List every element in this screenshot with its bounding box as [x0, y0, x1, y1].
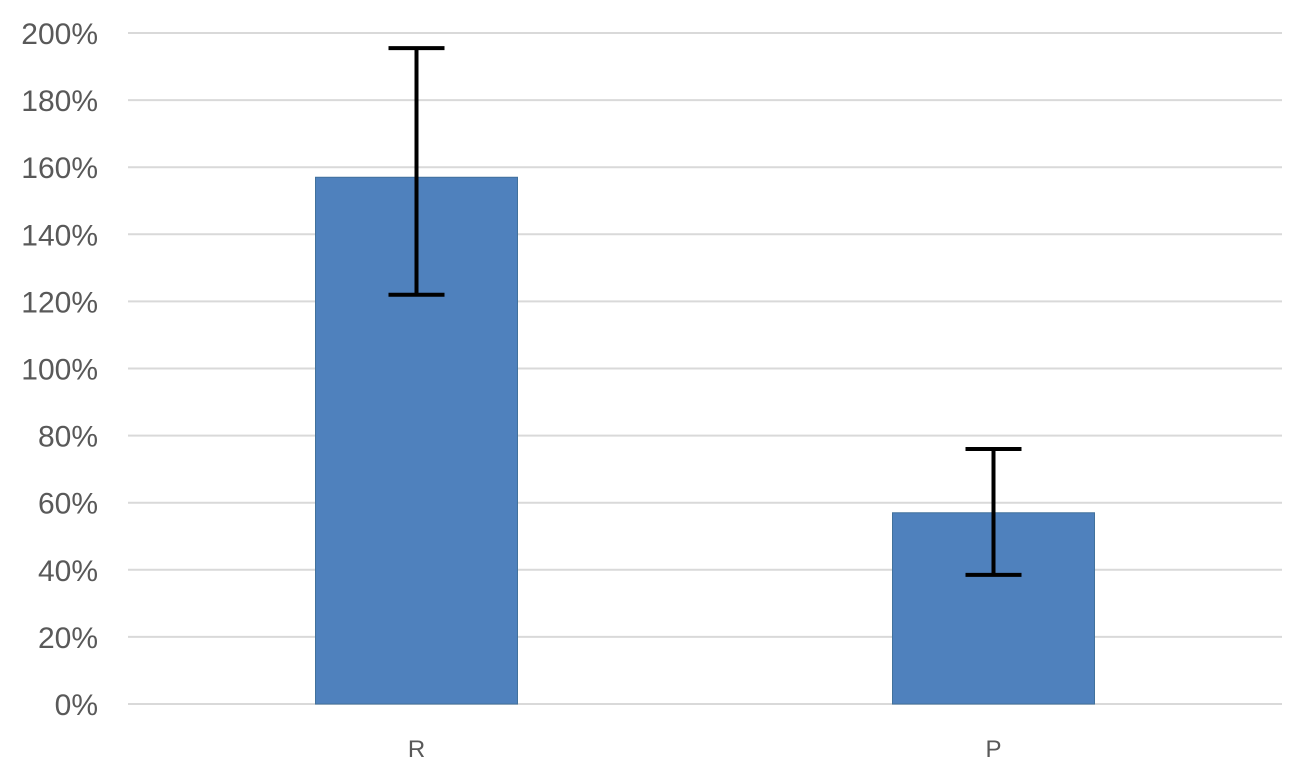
y-tick-label: 200%	[21, 18, 98, 51]
error-bars	[388, 46, 1022, 577]
y-tick-label: 160%	[21, 152, 98, 185]
y-tick-label: 40%	[38, 555, 98, 588]
y-tick-label: 60%	[38, 488, 98, 521]
y-tick-label: 100%	[21, 354, 98, 387]
y-axis-tick-labels: 0% 20% 40% 60% 80% 100% 120% 140% 160% 180% 200%	[21, 18, 98, 722]
y-tick-label: 20%	[38, 622, 98, 655]
y-tick-label: 120%	[21, 286, 98, 319]
gridlines	[128, 32, 1282, 705]
y-tick-label: 140%	[21, 219, 98, 252]
y-tick-label: 180%	[21, 85, 98, 118]
y-tick-label: 80%	[38, 421, 98, 454]
bars	[315, 176, 1095, 705]
y-tick-label: 0%	[55, 689, 98, 722]
x-tick-label: R	[408, 736, 425, 763]
x-tick-label: P	[985, 736, 1001, 763]
